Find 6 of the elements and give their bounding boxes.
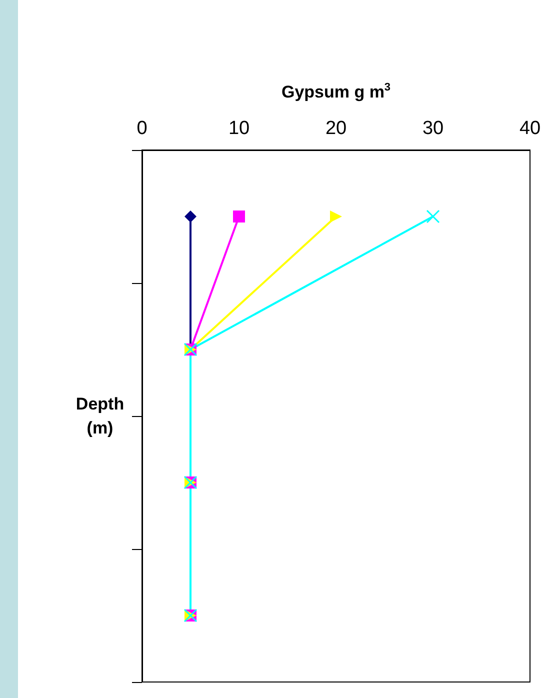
x-tick-label: 20 — [325, 118, 347, 139]
y-axis-title: Depth (m) — [76, 394, 124, 438]
x-tick-label: 0 — [136, 118, 148, 139]
x-tick-label: 40 — [519, 118, 541, 139]
x-tick-label: 30 — [422, 118, 444, 139]
x-tick-label: 10 — [228, 118, 250, 139]
